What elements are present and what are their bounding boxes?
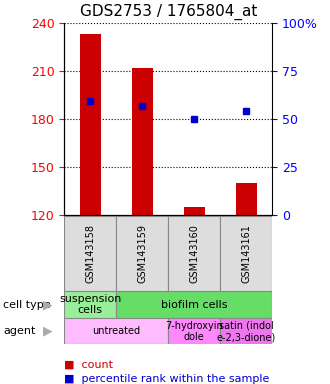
Text: satin (indol
e-2,3-dione): satin (indol e-2,3-dione): [216, 321, 276, 342]
Title: GDS2753 / 1765804_at: GDS2753 / 1765804_at: [80, 4, 257, 20]
Text: ■  count: ■ count: [64, 360, 113, 370]
Bar: [80, 34, 101, 215]
Bar: [168, 318, 220, 344]
Text: ▶: ▶: [43, 325, 53, 338]
Bar: [64, 291, 116, 318]
Text: ■  percentile rank within the sample: ■ percentile rank within the sample: [64, 374, 270, 384]
Bar: [116, 216, 168, 291]
Bar: [64, 216, 116, 291]
Bar: [116, 291, 272, 318]
Text: ▶: ▶: [43, 298, 53, 311]
Text: suspension
cells: suspension cells: [59, 294, 121, 315]
Text: GSM143158: GSM143158: [85, 224, 95, 283]
Text: biofilm cells: biofilm cells: [161, 300, 228, 310]
Bar: [220, 318, 272, 344]
Bar: [220, 216, 272, 291]
Bar: [132, 68, 153, 215]
Text: GSM143161: GSM143161: [241, 224, 251, 283]
Text: 7-hydroxyin
dole: 7-hydroxyin dole: [165, 321, 223, 342]
Bar: [64, 318, 168, 344]
Text: GSM143160: GSM143160: [189, 224, 199, 283]
Text: cell type: cell type: [3, 300, 51, 310]
Bar: [168, 216, 220, 291]
Text: agent: agent: [3, 326, 36, 336]
Bar: [236, 183, 257, 215]
Text: untreated: untreated: [92, 326, 140, 336]
Text: GSM143159: GSM143159: [137, 224, 147, 283]
Bar: [184, 207, 205, 215]
